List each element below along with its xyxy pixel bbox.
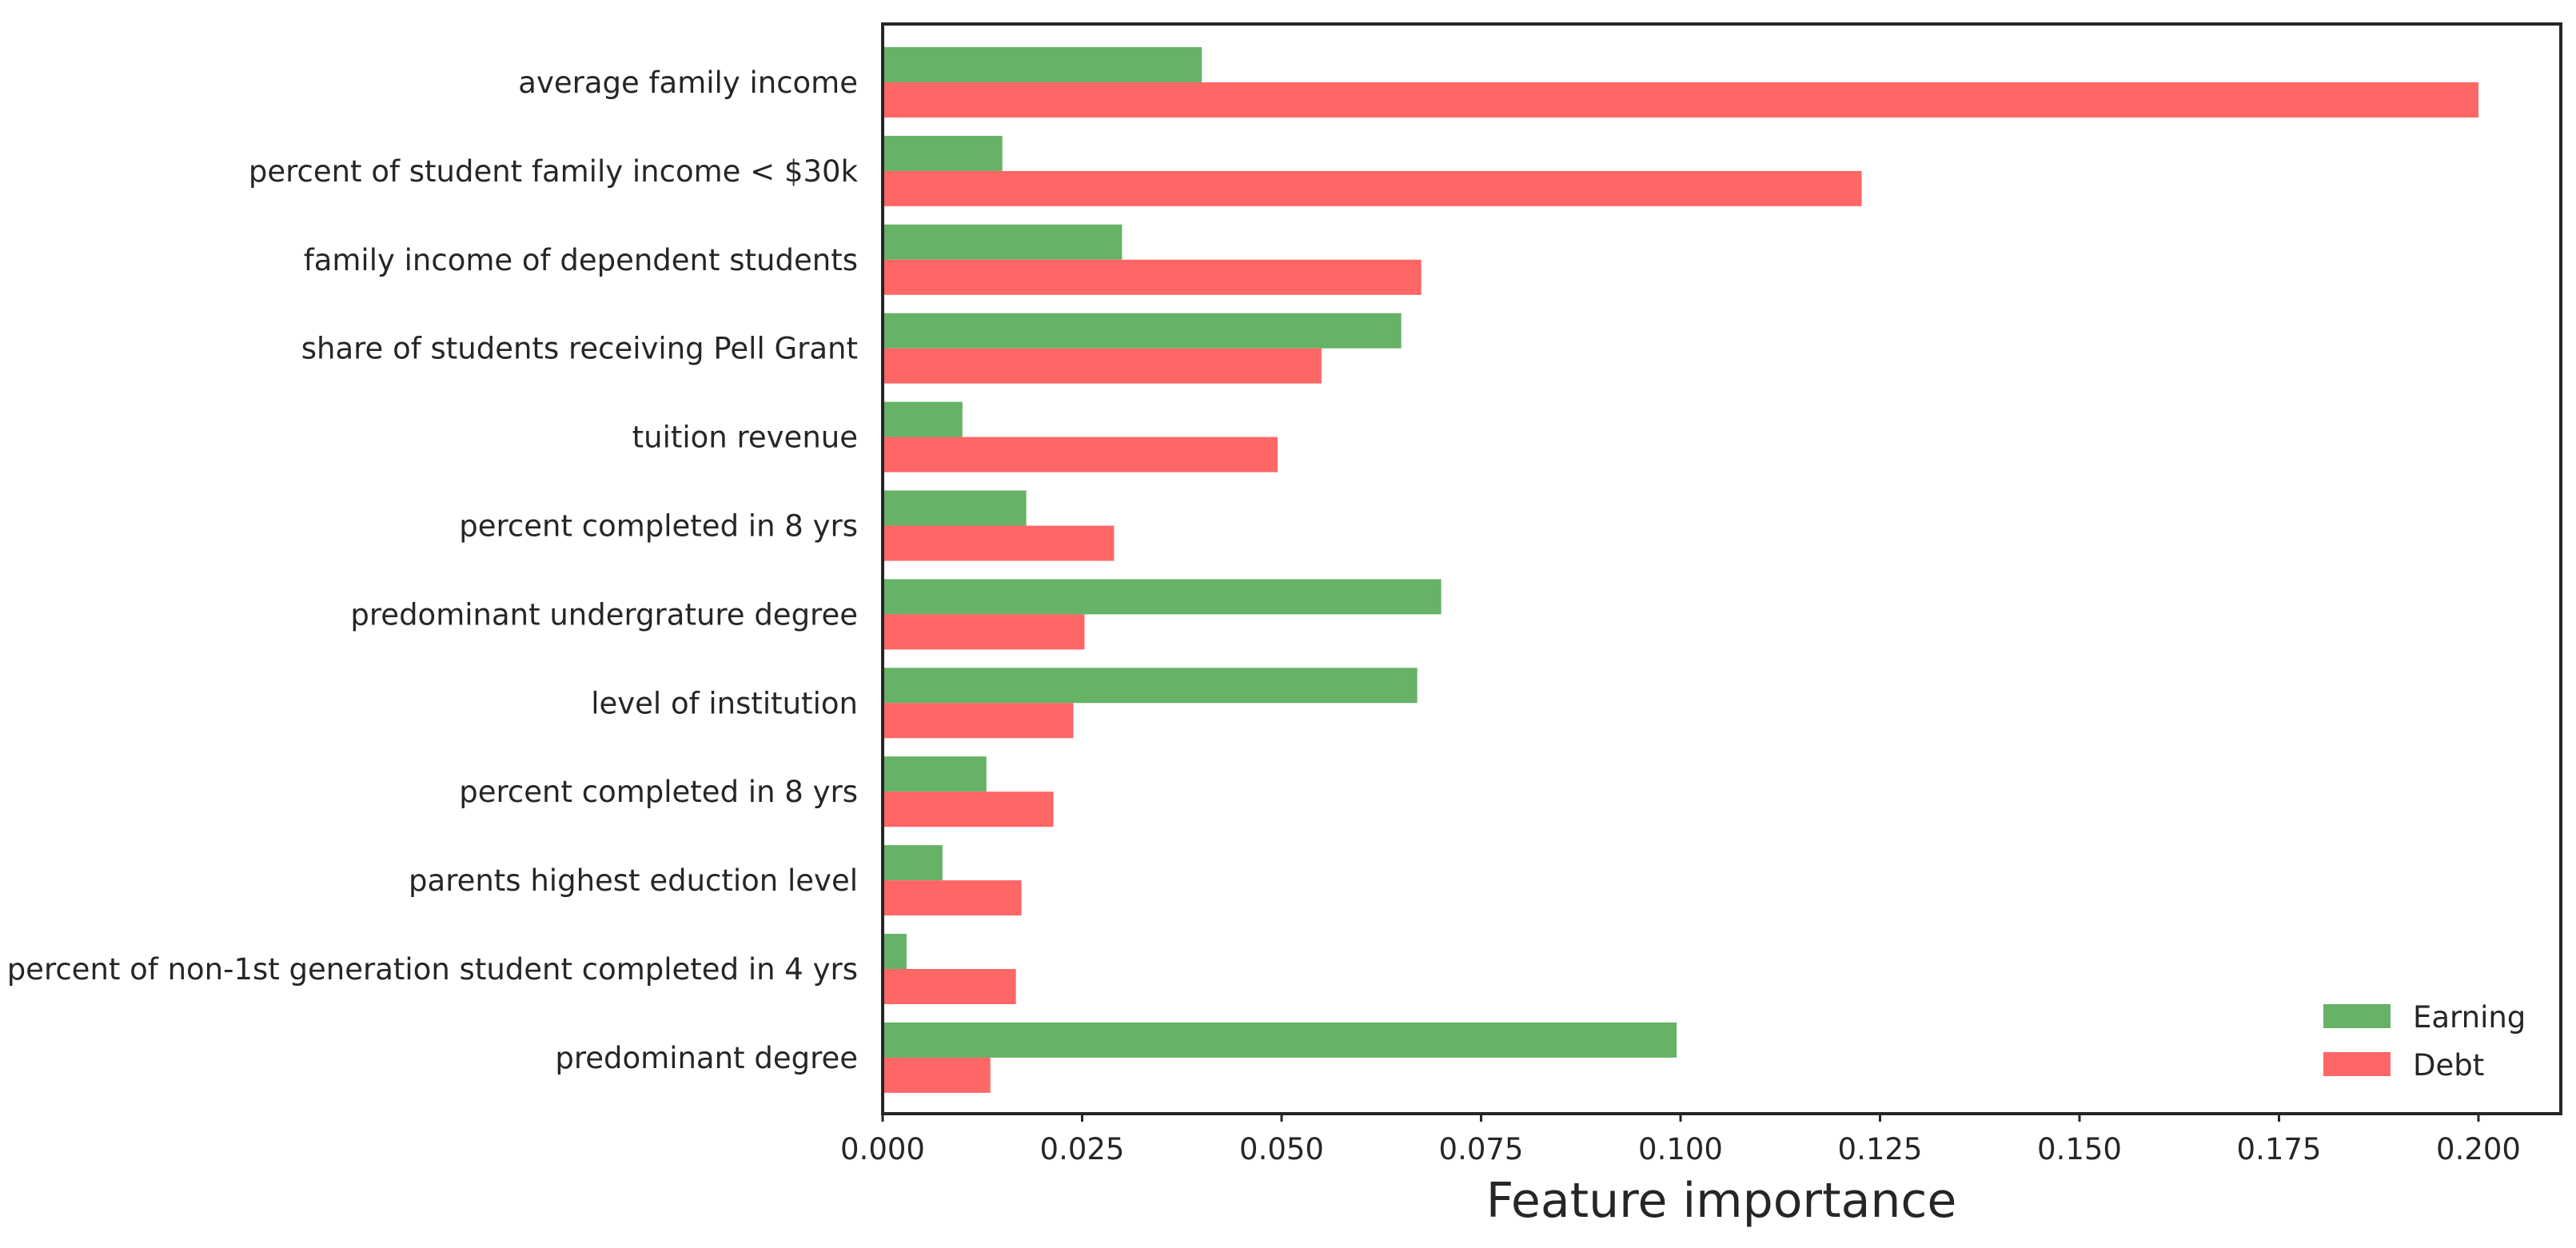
x-tick-label-6: 0.150 [2037,1132,2122,1166]
category-label-0: average family income [518,66,858,100]
bar-earning-2 [883,224,1123,260]
legend: Earning Debt [2323,1000,2526,1083]
legend-label-earning: Earning [2413,1000,2526,1035]
bar-debt-8 [883,791,1054,827]
bar-debt-7 [883,703,1074,739]
category-label-7: level of institution [591,686,858,720]
legend-swatch-debt [2323,1052,2391,1076]
x-tick-label-7: 0.175 [2237,1132,2322,1166]
x-tick-label-3: 0.075 [1439,1132,1524,1166]
category-label-10: percent of non-1st generation student co… [7,952,858,987]
x-tick-label-4: 0.100 [1638,1132,1723,1166]
category-label-4: tuition revenue [632,421,858,455]
x-tick-label-0: 0.000 [840,1132,925,1166]
x-axis-ticks: 0.000 0.025 0.050 0.075 0.100 0.125 0.150 0.175… [840,1114,2521,1166]
bars-layer [883,47,2478,1093]
bar-debt-0 [883,82,2478,118]
legend-swatch-earning [2323,1004,2391,1028]
category-label-2: family income of dependent students [304,243,858,277]
category-label-6: predominant undergrature degree [350,597,858,632]
x-tick-label-1: 0.025 [1040,1132,1125,1166]
bar-earning-9 [883,845,943,881]
bar-earning-10 [883,934,907,969]
category-label-11: predominant degree [555,1041,858,1075]
bar-earning-0 [883,47,1202,82]
category-label-3: share of students receiving Pell Grant [301,332,858,366]
bar-debt-9 [883,880,1022,916]
bar-earning-7 [883,668,1418,704]
category-label-9: parents highest eduction level [409,863,858,898]
bar-earning-8 [883,756,987,792]
bar-debt-5 [883,525,1115,561]
bar-debt-11 [883,1057,991,1093]
bar-debt-4 [883,437,1278,472]
bar-earning-3 [883,313,1402,349]
bar-earning-11 [883,1022,1677,1058]
category-label-1: percent of student family income < $30k [249,154,859,189]
category-labels: average family income percent of student … [7,66,859,1075]
bar-debt-3 [883,348,1322,384]
x-tick-label-2: 0.050 [1239,1132,1324,1166]
bar-debt-1 [883,170,1862,206]
plot-frame [881,22,2562,1115]
category-label-5: percent completed in 8 yrs [459,509,858,544]
bar-earning-4 [883,401,963,437]
bar-debt-2 [883,259,1422,295]
bar-earning-1 [883,135,1003,171]
bar-earning-5 [883,490,1027,526]
category-label-8: percent completed in 8 yrs [459,775,858,809]
x-tick-label-8: 0.200 [2436,1132,2521,1166]
bar-earning-6 [883,579,1442,615]
bar-debt-10 [883,969,1016,1004]
bar-debt-6 [883,614,1085,650]
legend-label-debt: Debt [2413,1048,2484,1083]
x-axis-title: Feature importance [1486,1173,1957,1229]
x-tick-label-5: 0.125 [1838,1132,1923,1166]
